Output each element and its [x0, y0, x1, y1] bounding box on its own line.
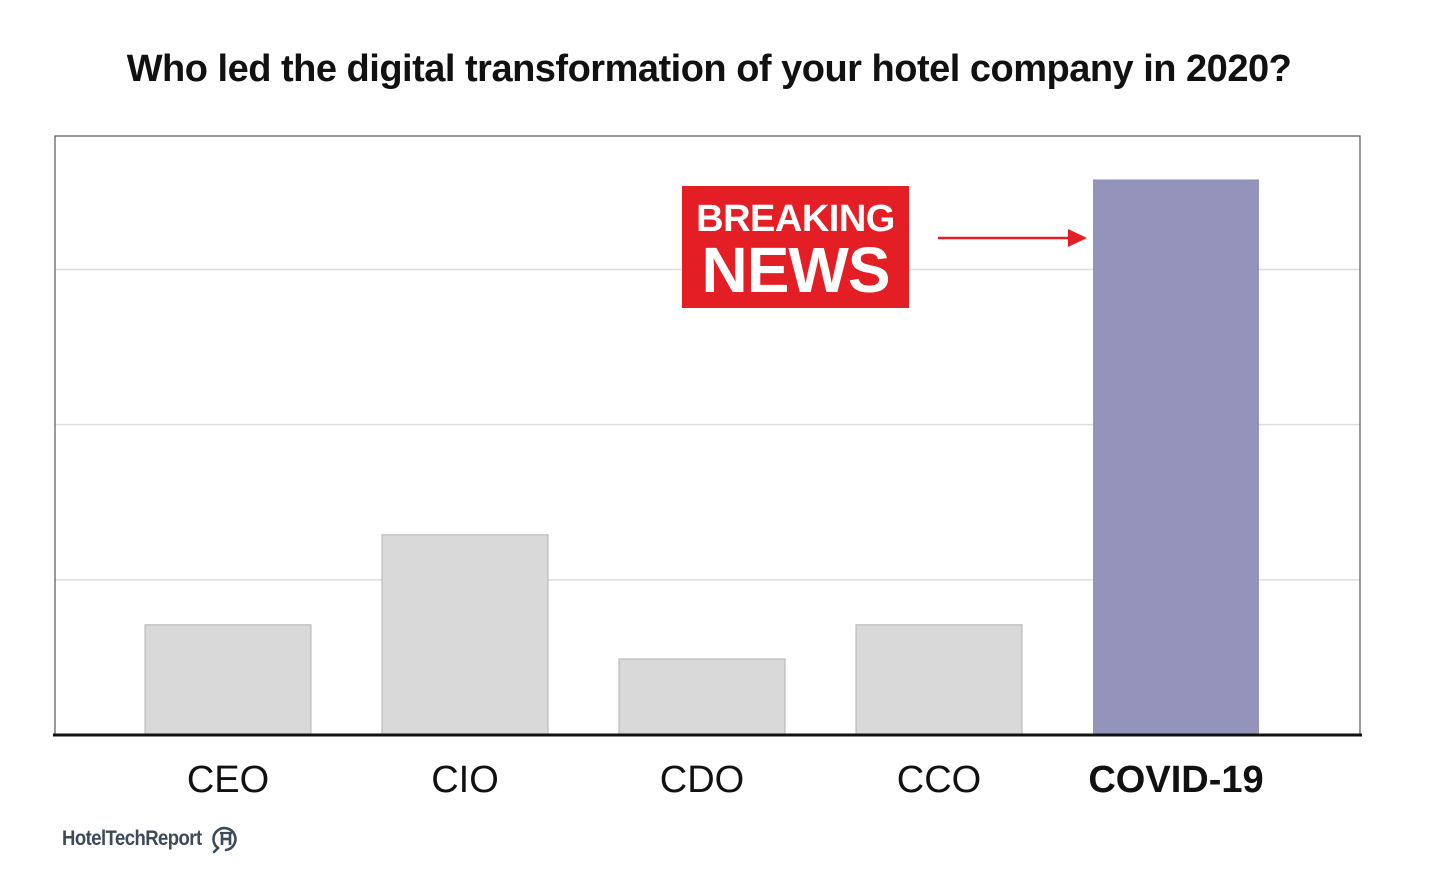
axes [53, 135, 1362, 737]
footer-brand: HotelTechReport [62, 824, 241, 854]
hoteltechreport-logo-icon [211, 826, 237, 854]
brand-name: HotelTechReport [62, 827, 202, 850]
bar-cio [381, 534, 549, 736]
bar-cco [855, 624, 1023, 736]
x-tick-label: COVID-19 [1088, 759, 1263, 801]
x-tick-label: CDO [660, 759, 744, 801]
breaking-news-line1: BREAKING [696, 198, 895, 240]
bar-cdo [618, 658, 786, 736]
tick-labels: CEO CIO CDO CCO COVID-19 [187, 759, 1264, 801]
annotation-arrow [938, 229, 1087, 247]
x-tick-label: CCO [897, 759, 981, 801]
bar-ceo [144, 624, 312, 736]
x-tick-label: CIO [431, 759, 499, 801]
breaking-news-badge: BREAKING NEWS [682, 186, 909, 308]
bar-covid-19 [1093, 179, 1259, 735]
chart-title: Who led the digital transformation of yo… [126, 48, 1292, 90]
bars [144, 179, 1259, 736]
breaking-news-line2: NEWS [701, 234, 891, 306]
annotation-arrow-head [1068, 229, 1087, 247]
x-tick-label: CEO [187, 759, 269, 801]
